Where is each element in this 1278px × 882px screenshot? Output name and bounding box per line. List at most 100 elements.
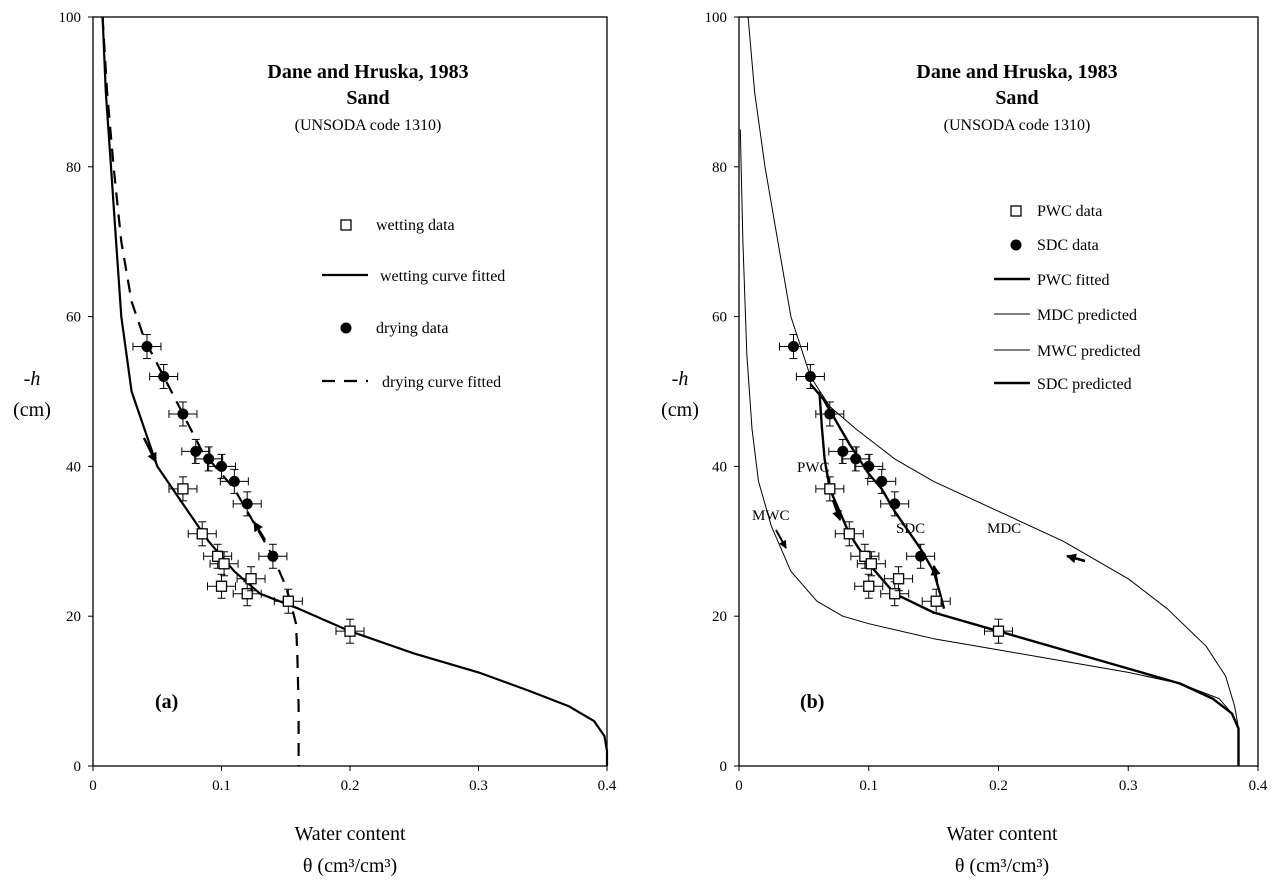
panel-b-note: (UNSODA code 1310)	[944, 117, 1091, 134]
panel-a-title: Dane and Hruska, 1983	[267, 61, 468, 83]
legend-a-wetting-data: wetting data	[376, 217, 455, 234]
data-point-circle-a	[177, 408, 189, 420]
data-point-square-b	[843, 528, 855, 540]
panel-b-subtitle: Sand	[995, 87, 1038, 109]
anno-b-mdc: MDC	[987, 521, 1021, 537]
series-line-b	[739, 129, 1239, 766]
x-tick-label-a: 0.1	[212, 778, 231, 794]
data-point-circle-a	[203, 453, 215, 465]
y-tick-label-a: 100	[59, 10, 82, 26]
data-point-circle-a	[158, 371, 170, 383]
panel-a: Dane and Hruska, 1983 Sand (UNSODA code …	[13, 61, 505, 877]
data-point-square-b	[865, 558, 877, 570]
data-point-circle-a	[216, 460, 227, 472]
legend-b-sdc: SDC predicted	[1037, 376, 1132, 393]
anno-b-mwc: MWC	[752, 508, 790, 524]
panel-b: Dane and Hruska, 1983 Sand (UNSODA code …	[661, 61, 1140, 877]
data-point-circle-b	[889, 498, 901, 510]
y-tick-label-b: 0	[720, 759, 728, 775]
series-line-b	[818, 391, 1240, 766]
y-tick-label-a: 60	[66, 310, 81, 326]
y-tick-label-a: 40	[66, 459, 81, 475]
panel-b-title: Dane and Hruska, 1983	[916, 61, 1117, 83]
data-point-circle-b	[787, 341, 799, 353]
arrow-b-mdc	[1066, 553, 1086, 564]
x-tick-label-a: 0	[89, 778, 97, 794]
y-tick-label-b: 20	[712, 609, 727, 625]
y-tick-label-a: 80	[66, 160, 81, 176]
data-point-circle-b	[876, 475, 888, 487]
y-tick-label-b: 40	[712, 459, 727, 475]
data-point-circle-a	[228, 475, 240, 487]
data-point-circle-a	[141, 341, 153, 353]
data-point-circle-a	[241, 498, 253, 510]
panel-b-xlabel: Water content	[946, 823, 1058, 845]
data-point-square-a	[344, 625, 356, 637]
panel-a-ylabel: -h	[24, 368, 41, 390]
x-tick-label-b: 0.1	[859, 778, 878, 794]
legend-b-sdc-data: SDC data	[1037, 237, 1099, 254]
data-point-square-a	[215, 580, 228, 592]
panel-b-ylabel: -h	[672, 368, 689, 390]
y-tick-label-a: 20	[66, 609, 81, 625]
legend-b-pwc-data-marker	[1010, 205, 1022, 217]
panel-a-note: (UNSODA code 1310)	[295, 117, 442, 134]
data-point-square-a	[241, 588, 253, 600]
data-point-square-b	[889, 588, 901, 600]
panel-b-ylabel-unit: (cm)	[661, 399, 699, 421]
data-point-square-b	[930, 595, 942, 607]
legend-a-drying-data: drying data	[376, 320, 448, 337]
data-point-square-b	[863, 580, 875, 592]
x-tick-label-a: 0.4	[598, 778, 617, 794]
legend-b-sdc-data-marker	[1010, 239, 1022, 251]
data-point-circle-b	[824, 408, 836, 420]
data-point-circle-a	[190, 445, 202, 457]
panel-a-subtitle: Sand	[346, 87, 389, 109]
panel-b-xlabel-unit: θ (cm³/cm³)	[955, 855, 1049, 877]
legend-a-wetting-data-marker	[340, 219, 352, 231]
data-point-square-b	[892, 573, 905, 585]
data-point-square-a	[177, 483, 189, 495]
panel-b-label: (b)	[800, 691, 824, 713]
y-tick-label-b: 60	[712, 310, 727, 326]
legend-b-pwc-fitted: PWC fitted	[1037, 272, 1109, 289]
data-point-square-a	[245, 573, 257, 585]
panel-a-xlabel-unit: θ (cm³/cm³)	[303, 855, 397, 877]
x-tick-label-b: 0	[735, 778, 743, 794]
legend-a-drying-curve: drying curve fitted	[382, 374, 501, 391]
legend-b-pwc-data: PWC data	[1037, 203, 1102, 220]
data-point-circle-b	[915, 550, 927, 562]
legend-a-wetting-curve: wetting curve fitted	[380, 268, 505, 285]
y-tick-label-b: 80	[712, 160, 727, 176]
data-point-square-a	[282, 595, 294, 607]
x-tick-label-b: 0.4	[1249, 778, 1268, 794]
x-tick-label-b: 0.3	[1119, 778, 1138, 794]
data-point-circle-b	[804, 371, 816, 383]
legend-b-mwc: MWC predicted	[1037, 343, 1141, 360]
x-tick-label-a: 0.3	[469, 778, 488, 794]
y-tick-label-a: 0	[74, 759, 82, 775]
panel-a-label: (a)	[155, 691, 178, 713]
data-point-square-b	[824, 483, 836, 495]
series-line-b	[747, 16, 1239, 766]
data-point-circle-b	[863, 460, 875, 472]
data-point-square-b	[992, 625, 1005, 637]
data-point-square-a	[218, 558, 230, 570]
data-point-circle-b	[850, 453, 862, 465]
x-tick-label-b: 0.2	[989, 778, 1008, 794]
data-point-circle-b	[837, 445, 849, 457]
arrow-b-pwc	[831, 499, 842, 521]
panel-a-ylabel-unit: (cm)	[13, 399, 51, 421]
data-point-square-a	[196, 528, 208, 540]
anno-b-pwc: PWC	[797, 460, 830, 476]
data-point-square-b	[859, 550, 871, 562]
legend-a-drying-data-marker	[340, 322, 352, 334]
plot-layer: 0 0.1 0.2 0.3 0.4 0 20 40 60 80 100 0 0.1 0.2 0.3 0.4 0 2…	[59, 10, 1268, 794]
legend-b-mdc: MDC predicted	[1037, 307, 1137, 324]
data-point-square-a	[211, 550, 224, 562]
y-tick-label-b: 100	[705, 10, 728, 26]
panel-a-xlabel: Water content	[294, 823, 406, 845]
x-tick-label-a: 0.2	[341, 778, 360, 794]
data-point-circle-a	[267, 550, 279, 562]
